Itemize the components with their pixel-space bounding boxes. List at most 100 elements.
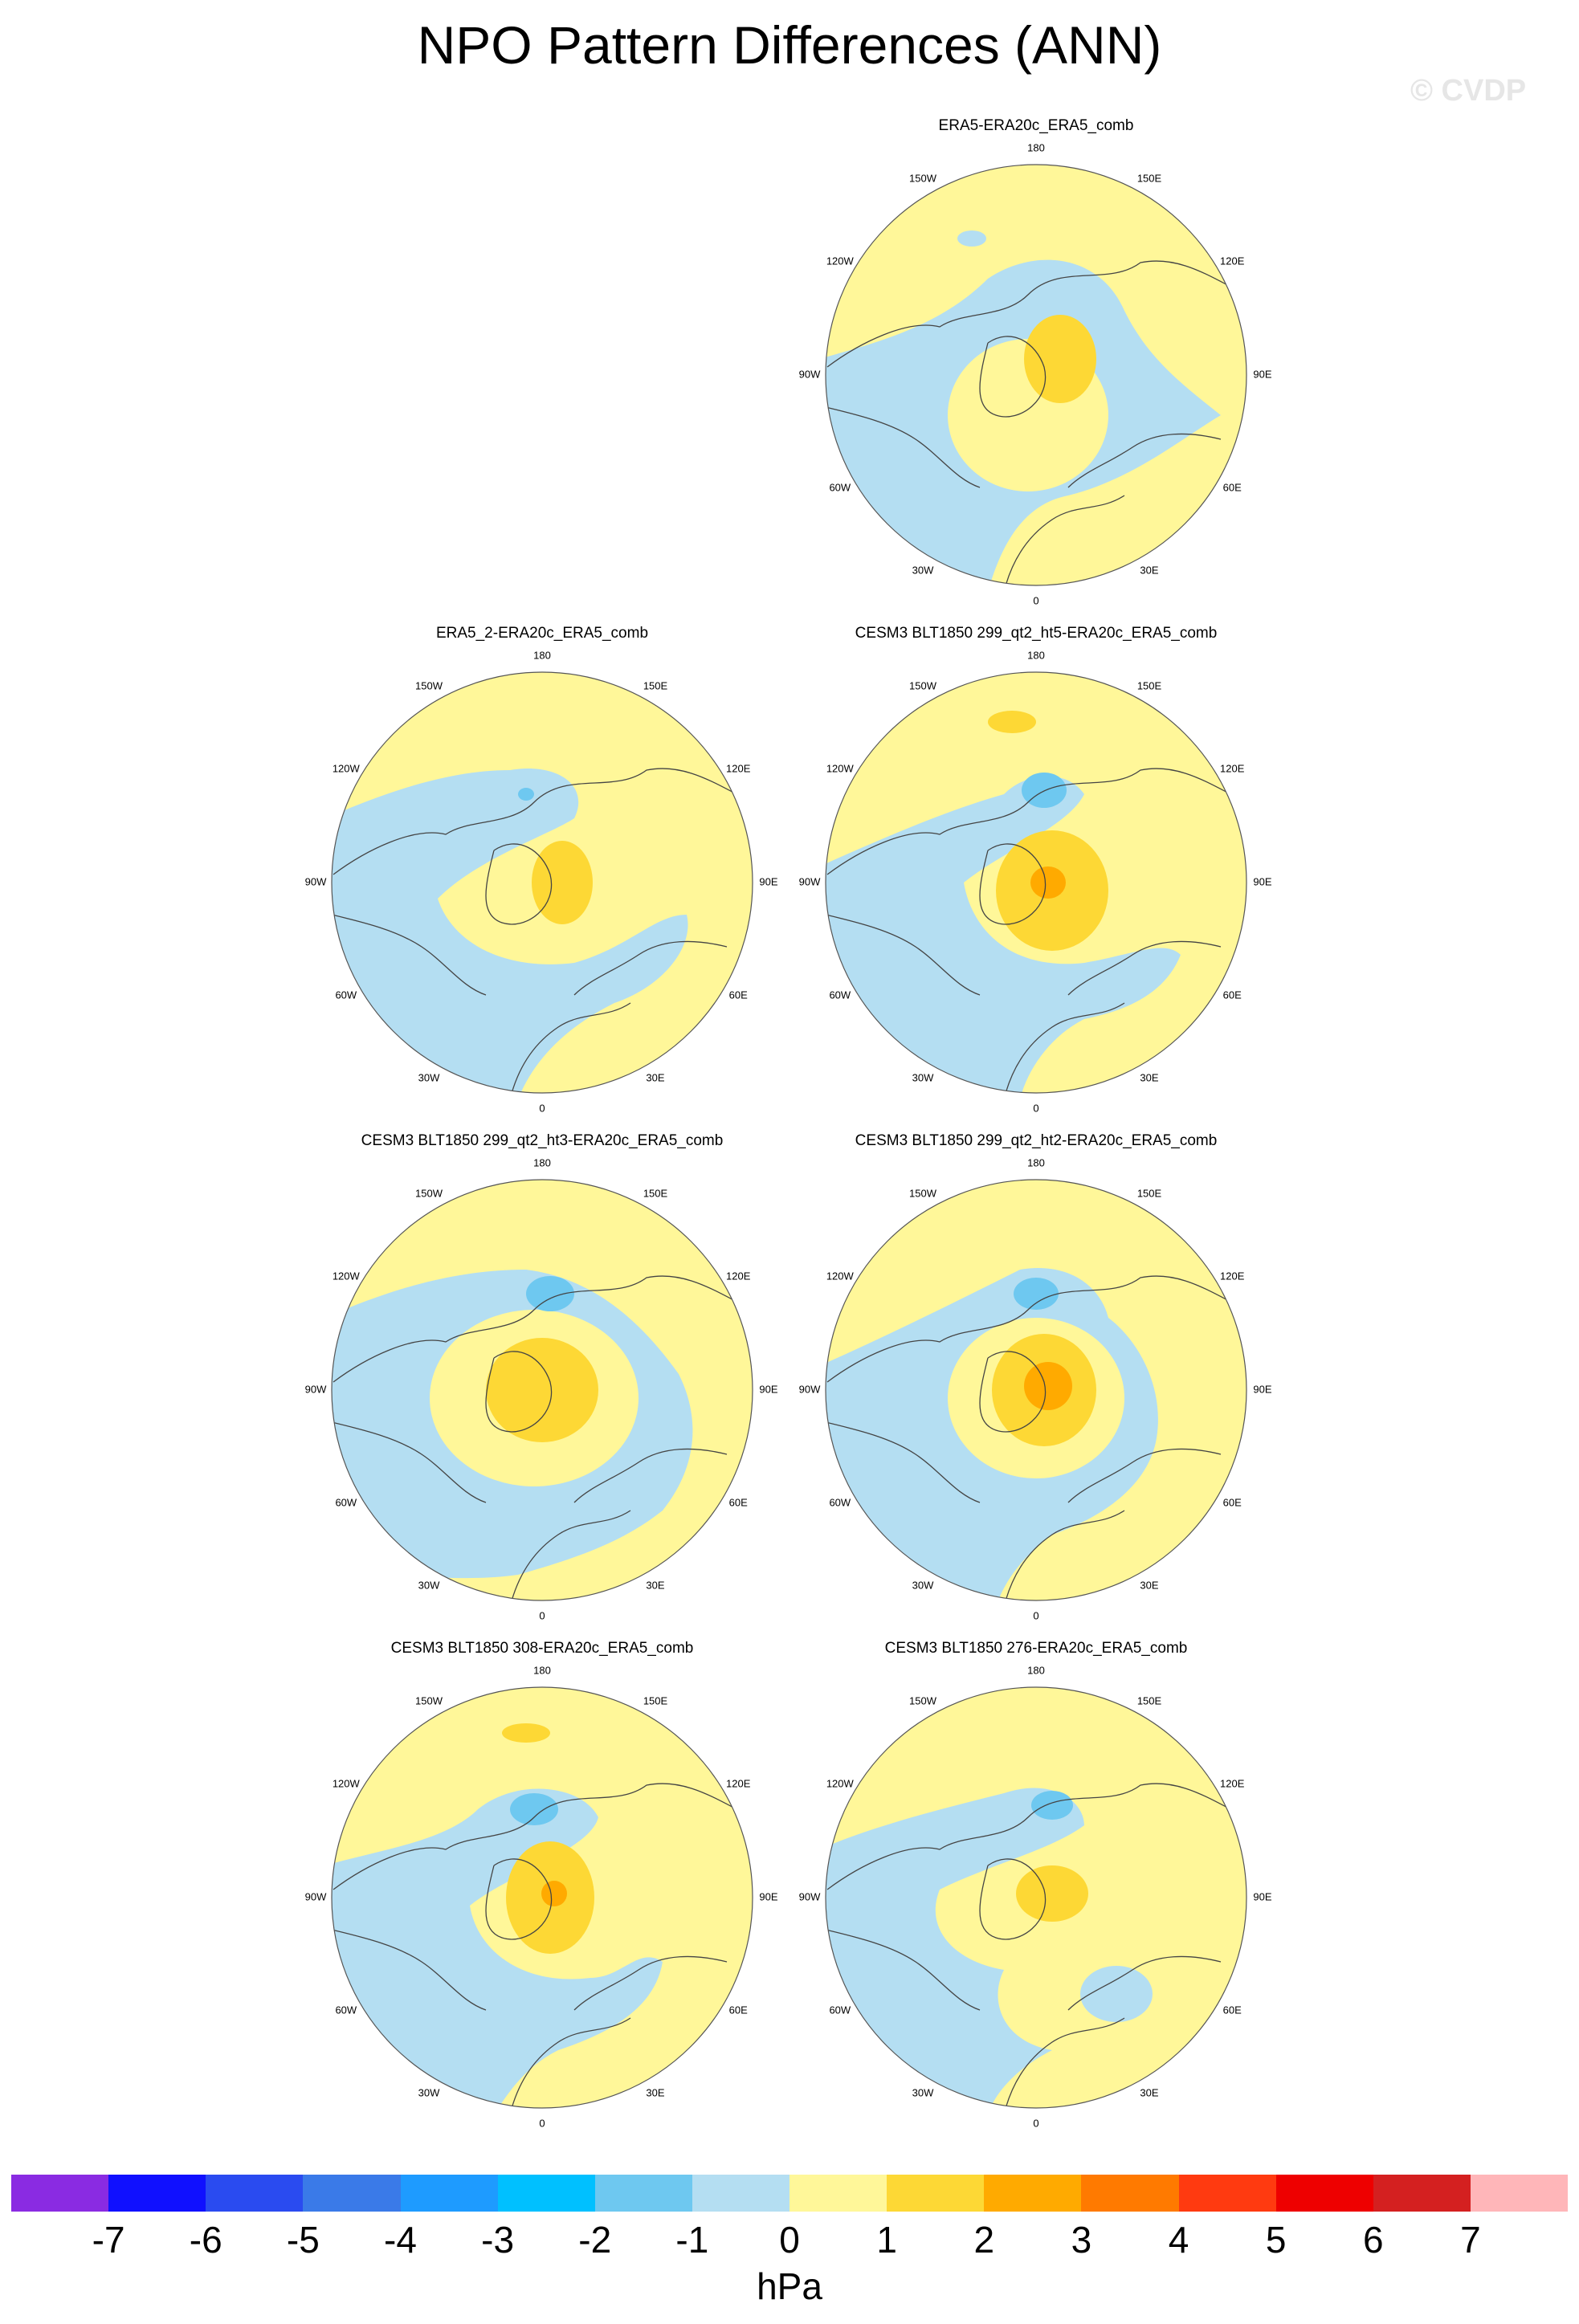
panel-title-1: ERA5-ERA20c_ERA5_comb [938,117,1134,134]
colorbar-tick-label: -1 [675,2219,709,2261]
longitude-label: 120W [333,1270,361,1282]
panel-title-7: CESM3 BLT1850 276-ERA20c_ERA5_comb [884,1640,1188,1657]
longitude-label: 90W [799,1383,821,1395]
colorbar-box [887,2175,985,2212]
colorbar-box [108,2175,206,2212]
colorbar-tick-label: 6 [1362,2219,1384,2261]
longitude-label: 120E [726,1777,751,1789]
longitude-label: 90W [305,875,327,887]
colorbar-box [1470,2175,1568,2212]
panel-title-6: CESM3 BLT1850 308-ERA20c_ERA5_comb [390,1640,694,1657]
longitude-label: 30E [1140,1580,1158,1592]
longitude-label: 180 [1027,1156,1045,1168]
longitude-label: 180 [1027,649,1045,661]
longitude-label: 120W [333,1777,361,1789]
longitude-label: 180 [1027,1664,1045,1676]
longitude-label: 90W [799,1890,821,1902]
longitude-label: 150W [909,679,937,691]
longitude-label: 90E [1253,368,1271,380]
panel-title-4: CESM3 BLT1850 299_qt2_ht3-ERA20c_ERA5_co… [361,1132,724,1149]
longitude-label: 60E [1223,481,1242,493]
longitude-label: 150W [909,1694,937,1706]
colorbar-box [497,2175,595,2212]
map-panel-7: 180 150E 120E 90E 60E 30E 0 30W 60W 90W 120W 150W [799,1664,1272,2129]
longitude-label: 0 [1033,594,1038,606]
longitude-label: 90E [1253,1383,1271,1395]
longitude-label: 120E [726,1270,751,1282]
colorbar-tick-label: -4 [384,2219,417,2261]
map-panel-5: 180 150E 120E 90E 60E 30E 0 30W 60W 90W 120W 150W [799,1156,1272,1621]
longitude-label: 30W [418,2087,440,2099]
longitude-label: 30W [912,1072,934,1084]
map-panel-6: 180 150E 120E 90E 60E 30E 0 30W 60W 90W 120W 150W [305,1664,778,2129]
map-panel-3: 180 150E 120E 90E 60E 30E 0 30W 60W 90W 120W 150W [799,649,1272,1114]
longitude-label: 120E [1220,255,1245,267]
longitude-label: 150E [1137,1187,1162,1199]
colorbar-tick-label: -7 [92,2219,125,2261]
longitude-label: 150W [909,172,937,184]
longitude-label: 150W [415,1694,443,1706]
longitude-label: 150E [643,1694,668,1706]
colorbar-box [1373,2175,1471,2212]
colorbar-box [692,2175,790,2212]
longitude-label: 30E [646,1072,664,1084]
colorbar-box [984,2175,1082,2212]
longitude-label: 90W [799,875,821,887]
longitude-label: 150E [1137,1694,1162,1706]
longitude-label: 30W [418,1072,440,1084]
colorbar-tick-label: 0 [779,2219,800,2261]
longitude-label: 30E [646,1580,664,1592]
longitude-label: 180 [533,1664,551,1676]
colorbar-box [790,2175,887,2212]
longitude-label: 60W [335,2004,357,2016]
panel-title-3: CESM3 BLT1850 299_qt2_ht5-ERA20c_ERA5_co… [855,625,1218,642]
longitude-label: 60E [729,2004,748,2016]
longitude-label: 0 [539,2117,545,2129]
longitude-label: 30W [912,2087,934,2099]
longitude-label: 120W [826,255,855,267]
colorbar-tick-label: -3 [481,2219,515,2261]
longitude-label: 0 [1033,1102,1038,1114]
panel-title-2: ERA5_2-ERA20c_ERA5_comb [435,625,649,642]
longitude-label: 30E [1140,2087,1158,2099]
longitude-label: 90E [1253,1890,1271,1902]
longitude-label: 150E [643,1187,668,1199]
colorbar [11,2175,1568,2212]
longitude-label: 180 [533,1156,551,1168]
longitude-label: 120E [726,762,751,774]
colorbar-tick-label: 7 [1460,2219,1481,2261]
longitude-label: 60E [1223,1496,1242,1508]
longitude-label: 60W [829,481,851,493]
longitude-label: 120W [333,762,361,774]
longitude-label: 60E [1223,989,1242,1001]
colorbar-ticks: -7 -6 -5 -4 -3 -2 -1 0 1 2 3 4 5 6 7 [0,2218,1579,2266]
colorbar-tick-label: -2 [578,2219,612,2261]
figure-title: NPO Pattern Differences (ANN) [417,15,1162,75]
longitude-label: 90E [759,875,777,887]
longitude-label: 90W [799,368,821,380]
longitude-label: 60E [729,1496,748,1508]
longitude-label: 180 [533,649,551,661]
colorbar-box [11,2175,109,2212]
longitude-label: 150W [909,1187,937,1199]
map-panel-2: 180 150E 120E 90E 60E 30E 0 30W 60W 90W 120W 150W [305,649,778,1114]
longitude-label: 150W [415,1187,443,1199]
colorbar-box [1081,2175,1179,2212]
longitude-label: 150W [415,679,443,691]
longitude-label: 120W [826,1777,855,1789]
longitude-label: 60E [1223,2004,1242,2016]
longitude-label: 30W [912,1580,934,1592]
longitude-label: 120W [826,1270,855,1282]
colorbar-tick-label: 3 [1071,2219,1092,2261]
longitude-label: 120E [1220,762,1245,774]
longitude-label: 0 [539,1102,545,1114]
longitude-label: 30W [912,565,934,577]
longitude-label: 90E [759,1383,777,1395]
colorbar-tick-label: 5 [1265,2219,1287,2261]
longitude-label: 150E [1137,172,1162,184]
longitude-label: 150E [1137,679,1162,691]
colorbar-tick-label: -6 [189,2219,222,2261]
colorbar-unit: hPa [757,2265,822,2307]
longitude-label: 90W [305,1383,327,1395]
longitude-label: 120W [826,762,855,774]
